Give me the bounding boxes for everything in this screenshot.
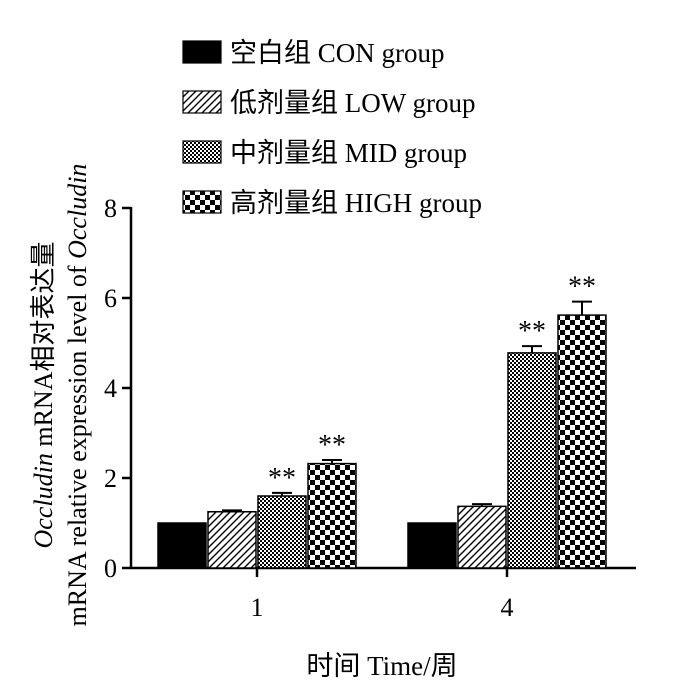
bars: ** ** ** ** [157,272,607,569]
bar [157,522,207,569]
x-tick-label: 4 [501,593,514,622]
y-axis: 0 2 4 6 8 [104,194,133,583]
y-axis-label-gene-en: Occludin [63,164,92,259]
x-tick-label: 1 [251,593,264,622]
bar [407,522,457,569]
y-axis-label-gene: Occludin [29,453,58,548]
legend-swatch [182,90,222,114]
bar [257,495,307,569]
legend-label: 空白组 CON group [230,38,445,68]
legend: 空白组 CON group 低剂量组 LOW group 中剂量组 MID grou… [182,38,482,218]
legend-swatch [182,40,222,64]
y-tick-label: 6 [104,284,117,313]
svg-text:mRNA relative expression level: mRNA relative expression level of Occlud… [63,164,92,627]
significance-label: ** [568,272,596,303]
bar [457,505,507,569]
significance-label: ** [518,316,546,347]
y-tick-label: 2 [104,464,117,493]
y-tick-label: 4 [104,374,117,403]
bar [307,462,357,569]
legend-swatch [182,140,222,164]
y-axis-label-en: mRNA relative expression level of [63,259,92,627]
bar [207,511,257,569]
x-axis-label: 时间 Time/周 [306,651,457,681]
legend-label: 低剂量组 LOW group [230,88,475,118]
significance-label: ** [268,463,296,494]
y-axis-label-cn: mRNA相对表达量 [29,242,58,454]
significance-label: ** [318,430,346,461]
bar [557,314,607,569]
legend-label: 中剂量组 MID group [230,138,467,168]
legend-swatch [182,190,222,214]
legend-label: 高剂量组 HIGH group [230,188,482,218]
y-axis-label: Occludin mRNA相对表达量 mRNA relative express… [29,164,92,627]
bar [507,352,557,569]
svg-text:Occludin mRNA相对表达量: Occludin mRNA相对表达量 [29,242,58,549]
y-tick-label: 8 [104,194,117,223]
y-tick-label: 0 [104,554,117,583]
